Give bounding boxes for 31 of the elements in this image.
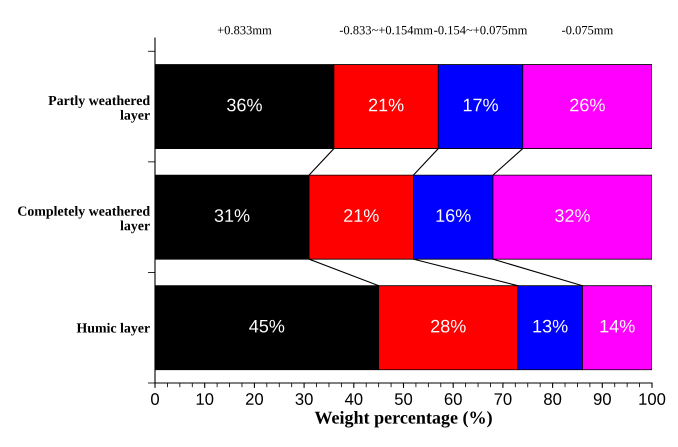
text: +0.833mm — [218, 26, 272, 34]
data-label: 31% — [214, 209, 250, 222]
x-tick-label: 50 — [394, 393, 412, 405]
x-tick-label: 30 — [295, 393, 313, 405]
x-axis-title: Weight percentage (%) — [314, 411, 492, 428]
data-label: 32% — [555, 209, 590, 222]
x-tick-label: 0 — [151, 393, 159, 405]
data-label: 16% — [436, 209, 471, 222]
data-label: 14% — [600, 320, 635, 332]
x-tick-label: 20 — [246, 393, 264, 405]
text: -0.075mm — [562, 26, 614, 34]
text: -0.833~+0.154mm — [340, 26, 433, 34]
y-tick-label: Partly weathered layer — [48, 95, 150, 123]
x-tick-label: 70 — [494, 393, 512, 405]
text: -0.154~+0.075mm — [434, 26, 528, 34]
data-label: 21% — [344, 209, 379, 222]
data-label: 13% — [533, 320, 568, 333]
data-label: 26% — [570, 98, 605, 112]
x-tick-label: 10 — [196, 393, 214, 405]
data-label: 36% — [227, 98, 262, 112]
data-label: 21% — [368, 98, 404, 112]
y-tick-label: Completely weathered layer — [18, 206, 150, 234]
x-tick-label: 80 — [544, 393, 562, 405]
x-tick-label: 100 — [639, 393, 666, 405]
x-tick-label: 90 — [594, 393, 611, 405]
x-tick-label: 40 — [344, 393, 362, 405]
data-label: 28% — [431, 320, 466, 333]
y-tick-label: Humic layer — [76, 322, 150, 336]
x-tick-label: 60 — [444, 393, 462, 405]
data-label: 17% — [464, 98, 498, 112]
data-label: 45% — [249, 320, 284, 333]
